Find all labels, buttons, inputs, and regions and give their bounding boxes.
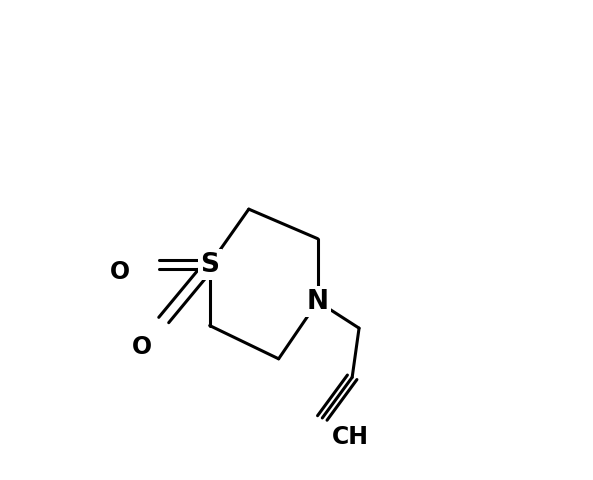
Text: N: N: [307, 288, 329, 314]
Text: O: O: [132, 335, 152, 359]
Text: O: O: [110, 260, 130, 284]
Text: CH: CH: [331, 425, 368, 449]
Text: S: S: [200, 252, 219, 277]
